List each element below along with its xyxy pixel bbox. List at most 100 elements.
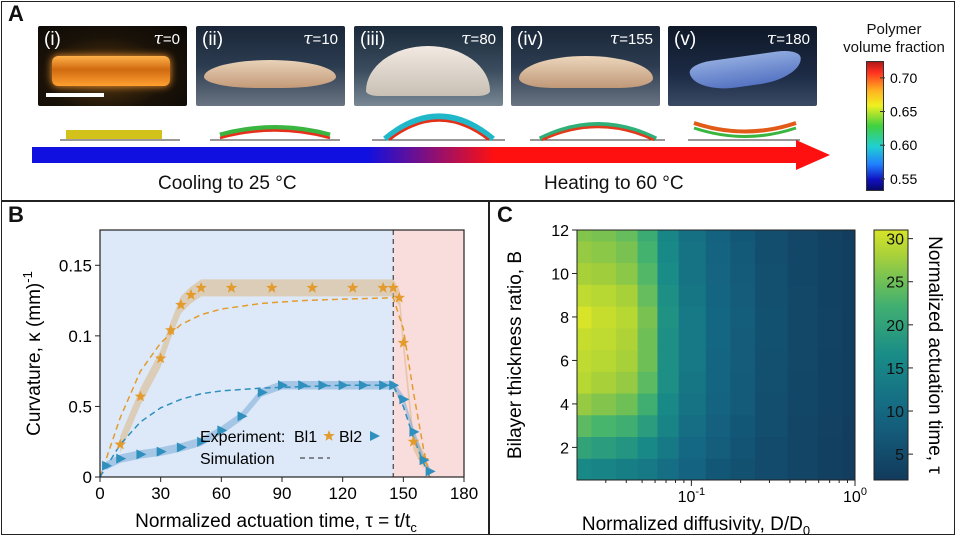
- bent-sample: [219, 125, 331, 138]
- heatmap-cell: [678, 284, 707, 307]
- heatmap-cell: [616, 306, 639, 329]
- heatmap-cell: [730, 414, 756, 438]
- heatmap-cell: [637, 458, 658, 481]
- heatmap-cell: [637, 371, 658, 394]
- data-point-bl1: [393, 291, 405, 303]
- colorbar-tick-label: 20: [886, 318, 904, 335]
- x-axis-label-subscript: c: [410, 520, 417, 535]
- x-tick-exponent: 0: [861, 486, 867, 498]
- heatmap-cell: [678, 436, 707, 459]
- data-point-bl2: [389, 380, 400, 391]
- heatmap-cell: [637, 349, 658, 372]
- data-point-bl1: [185, 288, 197, 300]
- heatmap-cell: [616, 458, 639, 481]
- heatmap-cell: [842, 327, 856, 351]
- x-tick-label: 180: [450, 484, 478, 503]
- heatmap-cell: [616, 230, 639, 242]
- data-point-bl2: [425, 466, 436, 477]
- data-point-bl1: [154, 352, 167, 364]
- heatmap-cell: [755, 436, 789, 459]
- heatmap-cell: [577, 306, 592, 329]
- heatmap-cell: [787, 349, 819, 372]
- heatmap-cell: [755, 230, 789, 242]
- heatmap-cell: [591, 393, 617, 416]
- heatmap-cell: [637, 327, 658, 351]
- curvature-chart: 0 30 60 90 120 150 180 0 0.5 0.1 0.15 Normalized ac…: [20, 229, 478, 535]
- bent-sample: [538, 122, 658, 142]
- heatmap-cell: [577, 327, 592, 351]
- data-point-bl1: [195, 281, 207, 293]
- heatmap-cell: [591, 240, 617, 264]
- heatmap-cell: [637, 284, 658, 307]
- heatmap-cell: [616, 284, 639, 307]
- heatmap-cell: [637, 240, 658, 264]
- heatmap-cell: [755, 458, 789, 481]
- heatmap-cell: [678, 371, 707, 394]
- data-point-bl2: [102, 460, 113, 471]
- data-point-bl2: [197, 436, 208, 447]
- heatmap-cell: [730, 349, 756, 372]
- heatmap-cell: [817, 262, 843, 285]
- heatmap-cell: [705, 327, 731, 351]
- photo-frame-4: (iv) τ=155: [511, 26, 660, 106]
- heatmap-cell: [842, 230, 856, 242]
- heatmap-cell: [616, 436, 639, 459]
- frame-tau: τ=155: [609, 29, 653, 49]
- scale-bar: [46, 93, 104, 97]
- heatmap-cell: [678, 306, 707, 329]
- heatmap-cell: [787, 436, 819, 459]
- x-tick-label: 90: [273, 484, 292, 503]
- heatmap-cell: [730, 230, 756, 242]
- heatmap-cell: [637, 436, 658, 459]
- data-point-bl1: [266, 281, 278, 293]
- heatmap-cell: [730, 262, 756, 285]
- heatmap-cell: [657, 262, 680, 285]
- colorbar-tick-label: 10: [886, 404, 904, 421]
- panel-a-label: A: [8, 1, 24, 26]
- data-point-bl2: [298, 380, 309, 391]
- heatmap-cell: [591, 436, 617, 459]
- heatmap-cell: [678, 458, 707, 481]
- heatmap-cell: [842, 306, 856, 329]
- heatmap-cell: [678, 262, 707, 285]
- y-axis-label-superscript: -1: [20, 271, 35, 283]
- data-point-bl1: [407, 435, 420, 447]
- sample-strip: [688, 48, 804, 94]
- heatmap-cell: [842, 393, 856, 416]
- heatmap-cell: [787, 393, 819, 416]
- sample-strip: [519, 56, 653, 88]
- heatmap-cell: [842, 284, 856, 307]
- data-point-bl2: [237, 411, 248, 422]
- heatmap-cell: [730, 240, 756, 264]
- heatmap-cell: [817, 349, 843, 372]
- legend-bl2-label: Bl2: [339, 429, 362, 446]
- frame-index: (v): [674, 29, 697, 50]
- simulation-curve-bl1: [99, 296, 431, 478]
- heatmap-cell: [591, 327, 617, 351]
- heatmap-cell: [787, 240, 819, 264]
- data-point-bl2: [338, 380, 349, 391]
- colorbar-tick-label: 25: [886, 275, 904, 292]
- heatmap-cell: [730, 371, 756, 394]
- y-tick-label: 4: [560, 397, 569, 414]
- y-tick-label: 8: [560, 310, 569, 327]
- heatmap-cell: [637, 306, 658, 329]
- x-tick-label: 120: [328, 484, 356, 503]
- heatmap-cell: [755, 327, 789, 351]
- heatmap-cell: [657, 349, 680, 372]
- heatmap-cell: [705, 240, 731, 264]
- data-point-bl2: [257, 387, 268, 398]
- colorbar-tick-label: 5: [895, 447, 904, 464]
- heatmap-cell: [591, 262, 617, 285]
- heatmap-cell: [591, 284, 617, 307]
- panel-c-label: C: [497, 202, 513, 227]
- data-point-bl1: [114, 438, 126, 450]
- heatmap-cell: [755, 240, 789, 264]
- heatmap-cell: [787, 262, 819, 285]
- heatmap-cell: [755, 262, 789, 285]
- data-point-bl1: [165, 324, 177, 336]
- heatmap-cell: [787, 458, 819, 481]
- flat-sample: [66, 130, 162, 139]
- data-point-bl2: [176, 442, 187, 453]
- heatmap-cell: [616, 327, 639, 351]
